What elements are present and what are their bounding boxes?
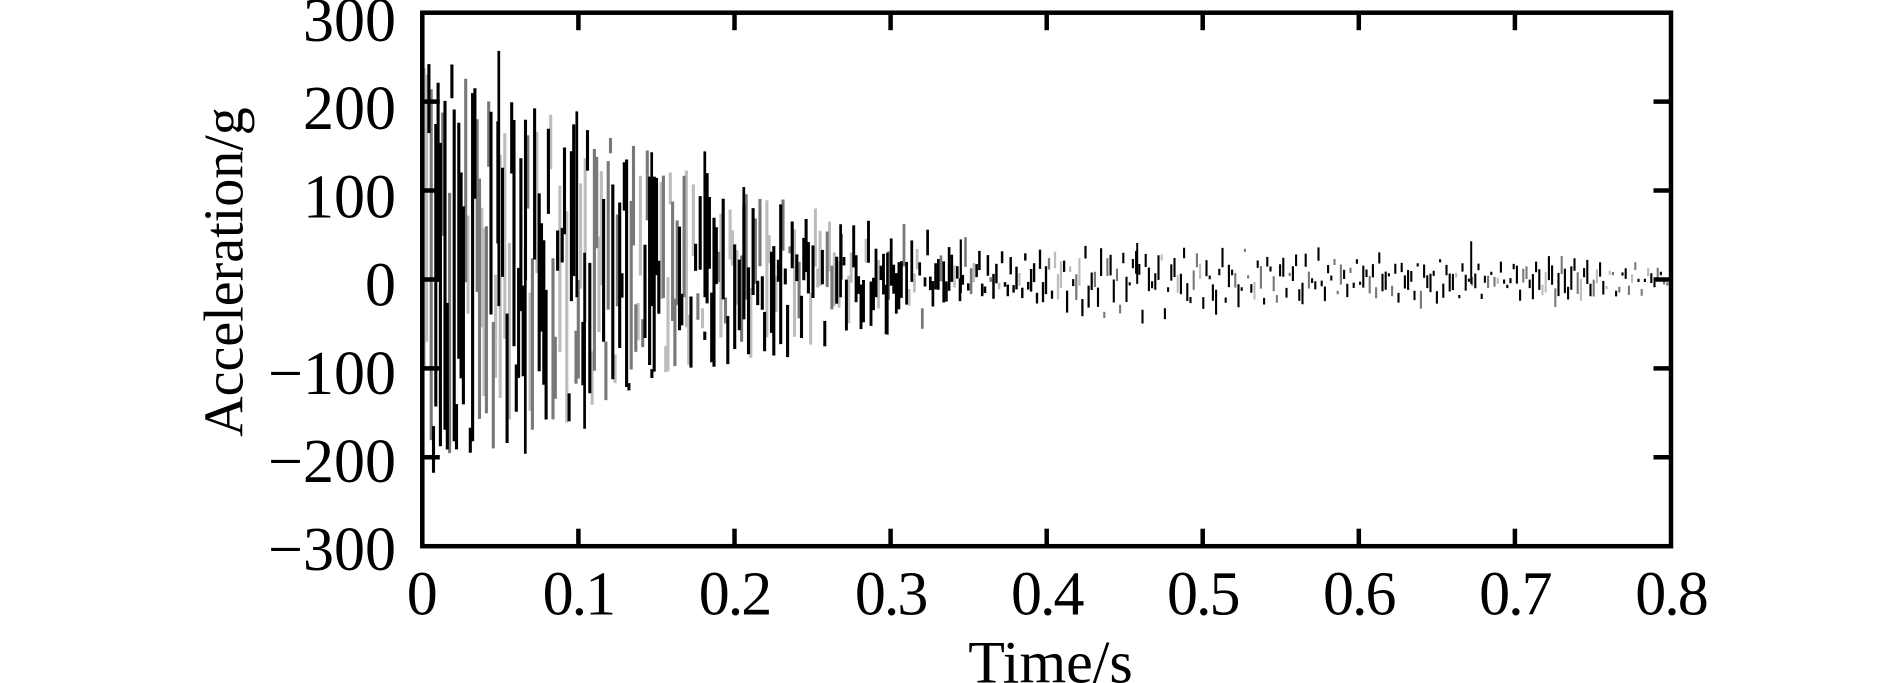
svg-text:0: 0 bbox=[365, 252, 396, 320]
svg-text:0.4: 0.4 bbox=[1011, 561, 1085, 629]
svg-text:−100: −100 bbox=[268, 340, 396, 408]
svg-text:0.1: 0.1 bbox=[543, 561, 615, 629]
svg-text:0.2: 0.2 bbox=[699, 561, 771, 629]
svg-text:0: 0 bbox=[407, 561, 438, 629]
svg-text:0.6: 0.6 bbox=[1323, 561, 1396, 629]
svg-text:0.7: 0.7 bbox=[1479, 561, 1552, 629]
svg-text:−300: −300 bbox=[268, 516, 396, 584]
svg-text:Acceleration/g: Acceleration/g bbox=[194, 107, 256, 437]
svg-text:300: 300 bbox=[303, 0, 396, 55]
svg-text:200: 200 bbox=[303, 75, 396, 143]
svg-text:0.8: 0.8 bbox=[1635, 561, 1707, 629]
svg-text:0.5: 0.5 bbox=[1167, 561, 1239, 629]
svg-text:0.3: 0.3 bbox=[855, 561, 927, 629]
svg-text:Time/s: Time/s bbox=[968, 630, 1133, 683]
svg-text:−200: −200 bbox=[268, 428, 396, 496]
svg-text:100: 100 bbox=[303, 163, 396, 231]
